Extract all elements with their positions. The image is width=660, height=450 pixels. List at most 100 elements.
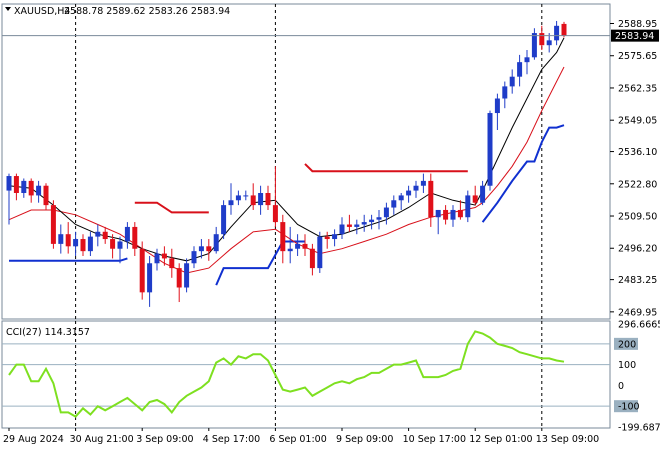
candle-body [450, 209, 456, 220]
cci-line [8, 330, 565, 418]
price-tick-label: 2536.10 [618, 147, 657, 158]
candle-body [221, 205, 227, 235]
time-tick-label: 3 Sep 09:00 [136, 434, 193, 445]
price-axis: 2588.95 2575.65 2562.35 2549.05 2536.10 2522.… [610, 19, 657, 318]
candle-body [428, 180, 434, 218]
candle-body [332, 234, 338, 240]
current-price-line: 2583.94 [2, 29, 659, 42]
cci-tick-label: 200 [618, 339, 636, 350]
candle-body [317, 236, 323, 269]
candle-body [554, 25, 560, 41]
price-tick-label: 2588.95 [618, 19, 657, 30]
candle-body [354, 224, 360, 227]
candle-body [517, 62, 523, 77]
price-tick-label: 2562.35 [618, 83, 657, 94]
candle-body [369, 219, 375, 223]
time-tick-label: 6 Sep 01:00 [269, 434, 326, 445]
candle-body [102, 231, 108, 240]
candle-body [124, 226, 130, 242]
candle-body [191, 251, 197, 264]
candle-body [302, 243, 308, 249]
candle-body [539, 33, 545, 46]
candle-body [561, 23, 567, 36]
candle-body [509, 76, 515, 87]
session-separators [75, 4, 543, 428]
candle-body [13, 176, 19, 193]
candle-body [80, 239, 86, 252]
candle-body [184, 263, 190, 288]
cci-tick-label: 100 [618, 360, 636, 371]
trail-down-line [304, 163, 468, 173]
candle-body [110, 239, 116, 249]
candle-body [73, 239, 79, 247]
candle-body [36, 185, 42, 196]
candle-body [235, 195, 241, 201]
time-tick-label: 12 Sep 01:00 [469, 434, 532, 445]
candle-body [87, 236, 93, 252]
candle-body [524, 57, 530, 63]
candle-body [465, 195, 471, 218]
candle-body [50, 205, 56, 244]
candle-body [531, 33, 537, 58]
time-tick-label: 10 Sep 17:00 [403, 434, 466, 445]
trail-down-line [134, 201, 209, 214]
cci-tick-label: 296.6665 [618, 319, 660, 330]
cci-level-box [614, 337, 638, 350]
candle-body [457, 209, 463, 218]
price-tick-label: 2483.25 [618, 275, 657, 286]
candle-body [413, 185, 419, 191]
candle-body [406, 190, 412, 196]
candle-body [494, 98, 500, 114]
candle-body [228, 200, 234, 206]
trail-up-line [481, 124, 565, 223]
price-tick-label: 2496.20 [618, 244, 657, 255]
candle-body [487, 113, 493, 186]
candle-body [435, 209, 441, 218]
candle-body [139, 248, 145, 293]
current-price-label: 2583.94 [615, 31, 654, 42]
candle-body [176, 268, 182, 288]
candle-body [472, 195, 478, 203]
candle-body [58, 234, 64, 244]
candle-body [28, 180, 34, 196]
candle-body [161, 253, 167, 259]
current-price-box [611, 29, 659, 42]
candle-body [65, 234, 71, 247]
candle-body [132, 226, 138, 249]
time-axis: 29 Aug 2024 30 Aug 21:00 3 Sep 09:00 4 Sep … [3, 428, 599, 445]
chart-symbol: XAUUSD,H4 [14, 6, 70, 17]
candle-body [117, 241, 123, 249]
candle-body [169, 258, 175, 269]
price-tick-label: 2575.65 [618, 51, 657, 62]
candle-body [383, 207, 389, 218]
candle-body [258, 193, 264, 206]
cci-tick-label: -100 [618, 402, 640, 413]
candles [6, 20, 567, 307]
candle-body [443, 209, 449, 220]
candle-body [346, 224, 352, 227]
candle-body [154, 253, 160, 264]
time-tick-label: 4 Sep 17:00 [203, 434, 260, 445]
cci-tick-label: -199.6877 [618, 422, 660, 433]
chart-ohlc: 2588.78 2589.62 2583.26 2583.94 [64, 6, 230, 17]
candle-body [272, 205, 278, 223]
time-tick-label: 13 Sep 09:00 [536, 434, 599, 445]
candle-body [480, 185, 486, 203]
time-tick-label: 29 Aug 2024 [3, 434, 64, 445]
candle-body [361, 222, 367, 225]
candle-body [21, 180, 27, 193]
candle-body [250, 195, 256, 206]
candle-body [376, 217, 382, 220]
candle-body [502, 86, 508, 99]
candle-body [147, 263, 153, 293]
candle-body [243, 195, 249, 197]
candle-body [43, 185, 49, 206]
cci-series-line [8, 330, 565, 418]
candle-body [95, 231, 101, 237]
symbol-menu-triangle-icon[interactable] [5, 7, 11, 11]
price-tick-label: 2549.05 [618, 116, 657, 127]
candle-body [398, 195, 404, 201]
cci-tick-label: 0 [618, 381, 624, 392]
candle-body [6, 176, 12, 191]
candle-body [420, 180, 426, 186]
